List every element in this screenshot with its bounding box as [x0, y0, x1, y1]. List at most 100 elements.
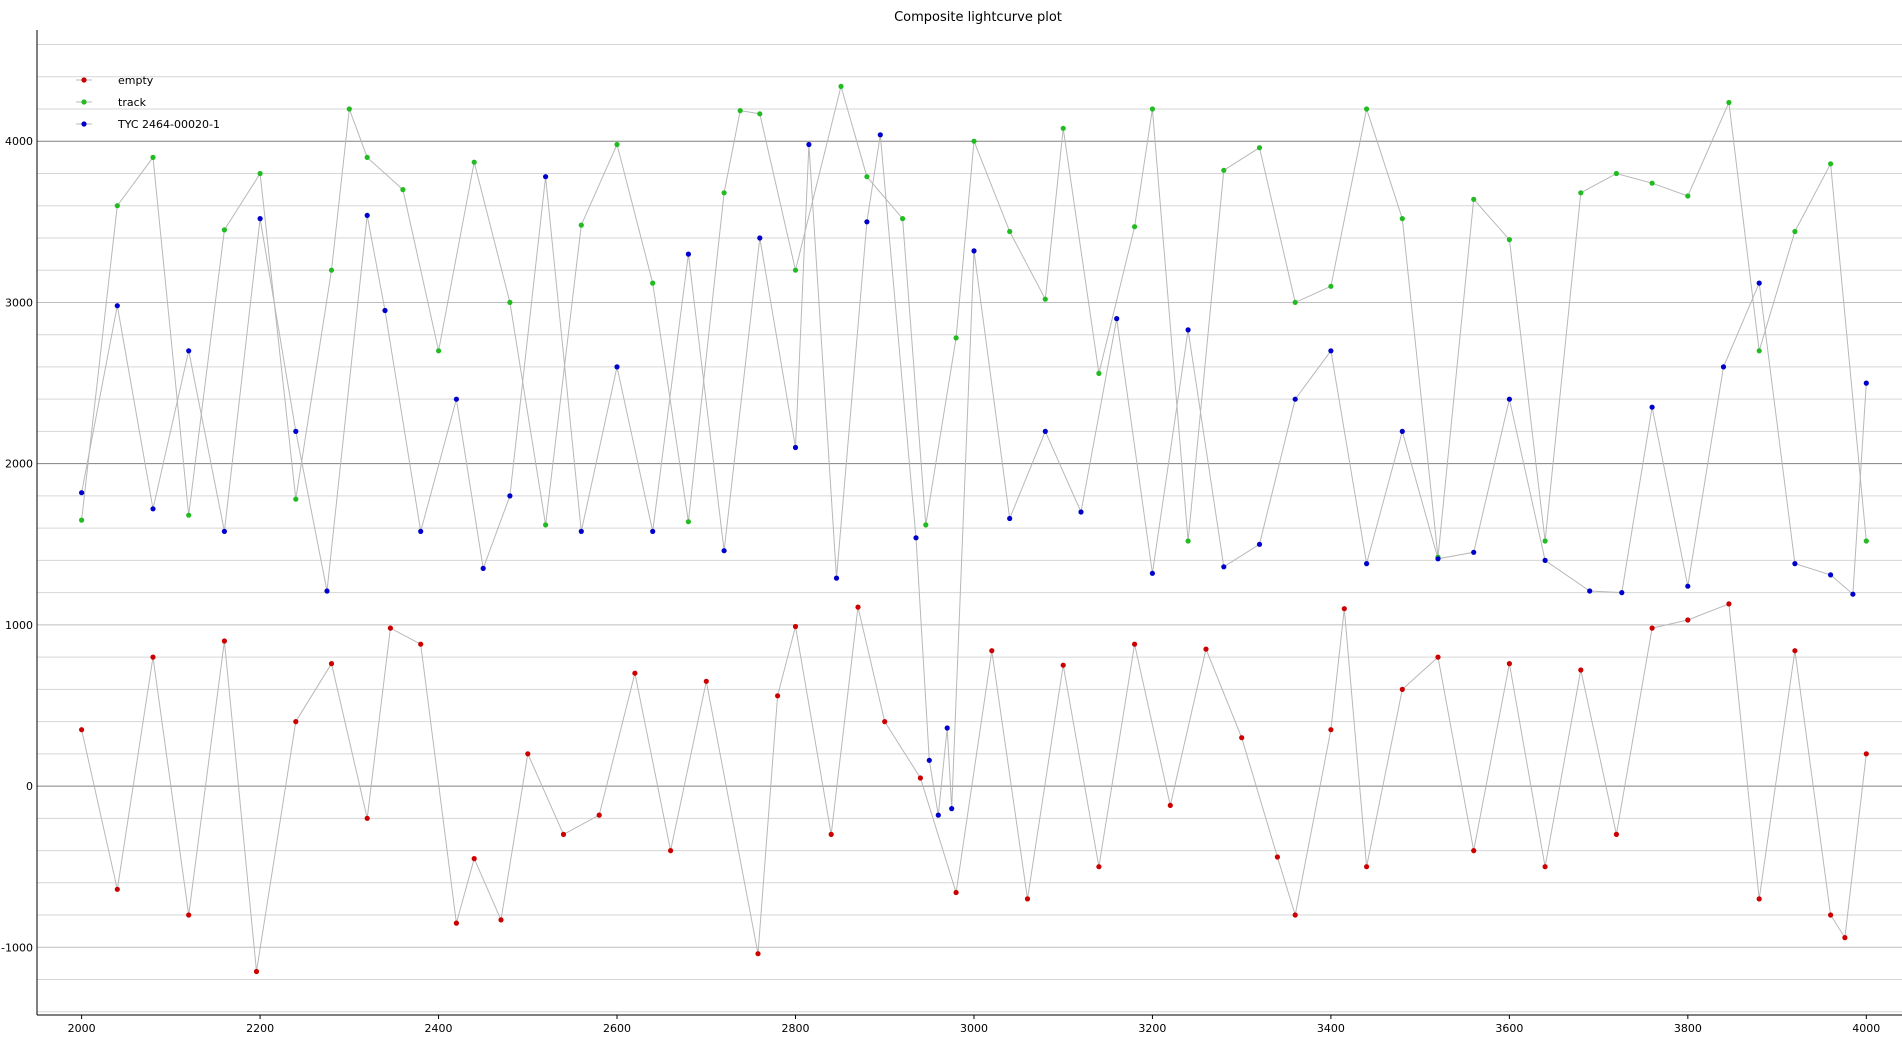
data-point	[1828, 912, 1834, 918]
data-point	[578, 528, 584, 535]
y-tick-label: 3000	[5, 296, 33, 309]
y-tick-label: -1000	[1, 941, 33, 954]
data-point	[221, 638, 227, 644]
data-point	[935, 812, 941, 818]
data-point	[721, 190, 727, 196]
data-point	[855, 604, 861, 610]
data-point	[1863, 751, 1869, 757]
data-point	[1587, 588, 1593, 594]
series-line	[81, 134, 1867, 816]
data-point	[1221, 167, 1227, 173]
data-point	[721, 548, 727, 554]
data-point	[1471, 196, 1477, 202]
data-point	[737, 108, 743, 114]
legend-entry-label: TYC 2464-00020-1	[117, 118, 220, 131]
data-point	[1328, 283, 1334, 289]
x-tick-label: 2000	[68, 1022, 96, 1035]
data-point	[1042, 428, 1048, 434]
data-point	[1060, 125, 1066, 131]
y-tick-label: 0	[26, 780, 33, 793]
data-point	[453, 396, 459, 402]
data-point	[293, 428, 299, 434]
data-point	[596, 812, 602, 818]
data-point	[578, 222, 584, 228]
x-tick-label: 2800	[781, 1022, 809, 1035]
data-point	[1649, 625, 1655, 631]
data-point	[560, 831, 567, 838]
data-point	[418, 528, 424, 535]
data-point	[328, 661, 335, 667]
data-point	[838, 83, 844, 89]
data-point	[79, 490, 85, 496]
x-tick-label: 3400	[1317, 1022, 1345, 1035]
legend-entry-label: empty	[118, 74, 154, 87]
series-line	[81, 84, 1867, 558]
data-point	[114, 203, 120, 209]
data-point	[1685, 583, 1691, 589]
data-point	[685, 519, 692, 525]
x-tick-label: 2400	[425, 1022, 453, 1035]
x-tick-label: 2600	[603, 1022, 631, 1035]
data-point	[1506, 237, 1512, 243]
data-point	[253, 968, 260, 975]
data-point	[498, 917, 504, 923]
data-point	[828, 831, 834, 838]
data-point	[150, 154, 156, 160]
data-point	[1060, 662, 1066, 668]
data-point	[324, 588, 330, 594]
data-point	[971, 248, 977, 254]
data-point	[864, 174, 870, 180]
data-point	[1720, 364, 1727, 370]
data-point	[1292, 396, 1298, 402]
data-point	[1471, 549, 1477, 555]
data-point	[1185, 327, 1191, 333]
data-point	[387, 625, 393, 631]
data-point	[1114, 316, 1120, 322]
data-point	[1399, 686, 1405, 693]
x-tick-label: 3800	[1674, 1022, 1702, 1035]
data-point	[775, 693, 781, 699]
data-point	[1542, 864, 1548, 870]
data-point	[453, 920, 459, 926]
data-point	[364, 815, 370, 821]
data-point	[186, 912, 192, 918]
data-point	[150, 654, 156, 660]
data-point	[543, 522, 549, 528]
data-point	[703, 678, 709, 684]
data-point	[1726, 99, 1732, 106]
data-point	[1506, 661, 1512, 667]
data-point	[1042, 296, 1048, 302]
data-point	[792, 267, 799, 273]
data-point	[543, 174, 549, 180]
data-point	[668, 848, 674, 854]
data-point	[1167, 802, 1173, 809]
data-point	[400, 187, 406, 193]
data-point	[114, 303, 120, 309]
data-point	[1328, 727, 1334, 733]
data-point	[507, 299, 513, 305]
data-point	[953, 335, 959, 341]
data-point	[1149, 570, 1155, 576]
data-point	[1471, 848, 1477, 854]
data-point	[1203, 646, 1209, 652]
data-point	[1364, 561, 1370, 567]
data-point	[792, 623, 799, 630]
series-points-layer	[79, 83, 1869, 975]
data-point	[926, 757, 932, 763]
data-point	[1685, 617, 1691, 623]
data-point	[923, 522, 929, 528]
data-point	[346, 106, 352, 112]
data-point	[913, 535, 919, 541]
data-point	[877, 132, 883, 138]
data-point	[1792, 228, 1798, 235]
data-point	[757, 111, 763, 117]
data-point	[989, 648, 995, 654]
data-point	[833, 575, 840, 581]
data-point	[755, 951, 761, 957]
data-point	[1542, 557, 1548, 564]
data-point	[257, 170, 263, 177]
data-point	[79, 727, 85, 733]
data-point	[685, 251, 692, 257]
data-point	[1096, 864, 1102, 870]
data-point	[1613, 831, 1619, 838]
